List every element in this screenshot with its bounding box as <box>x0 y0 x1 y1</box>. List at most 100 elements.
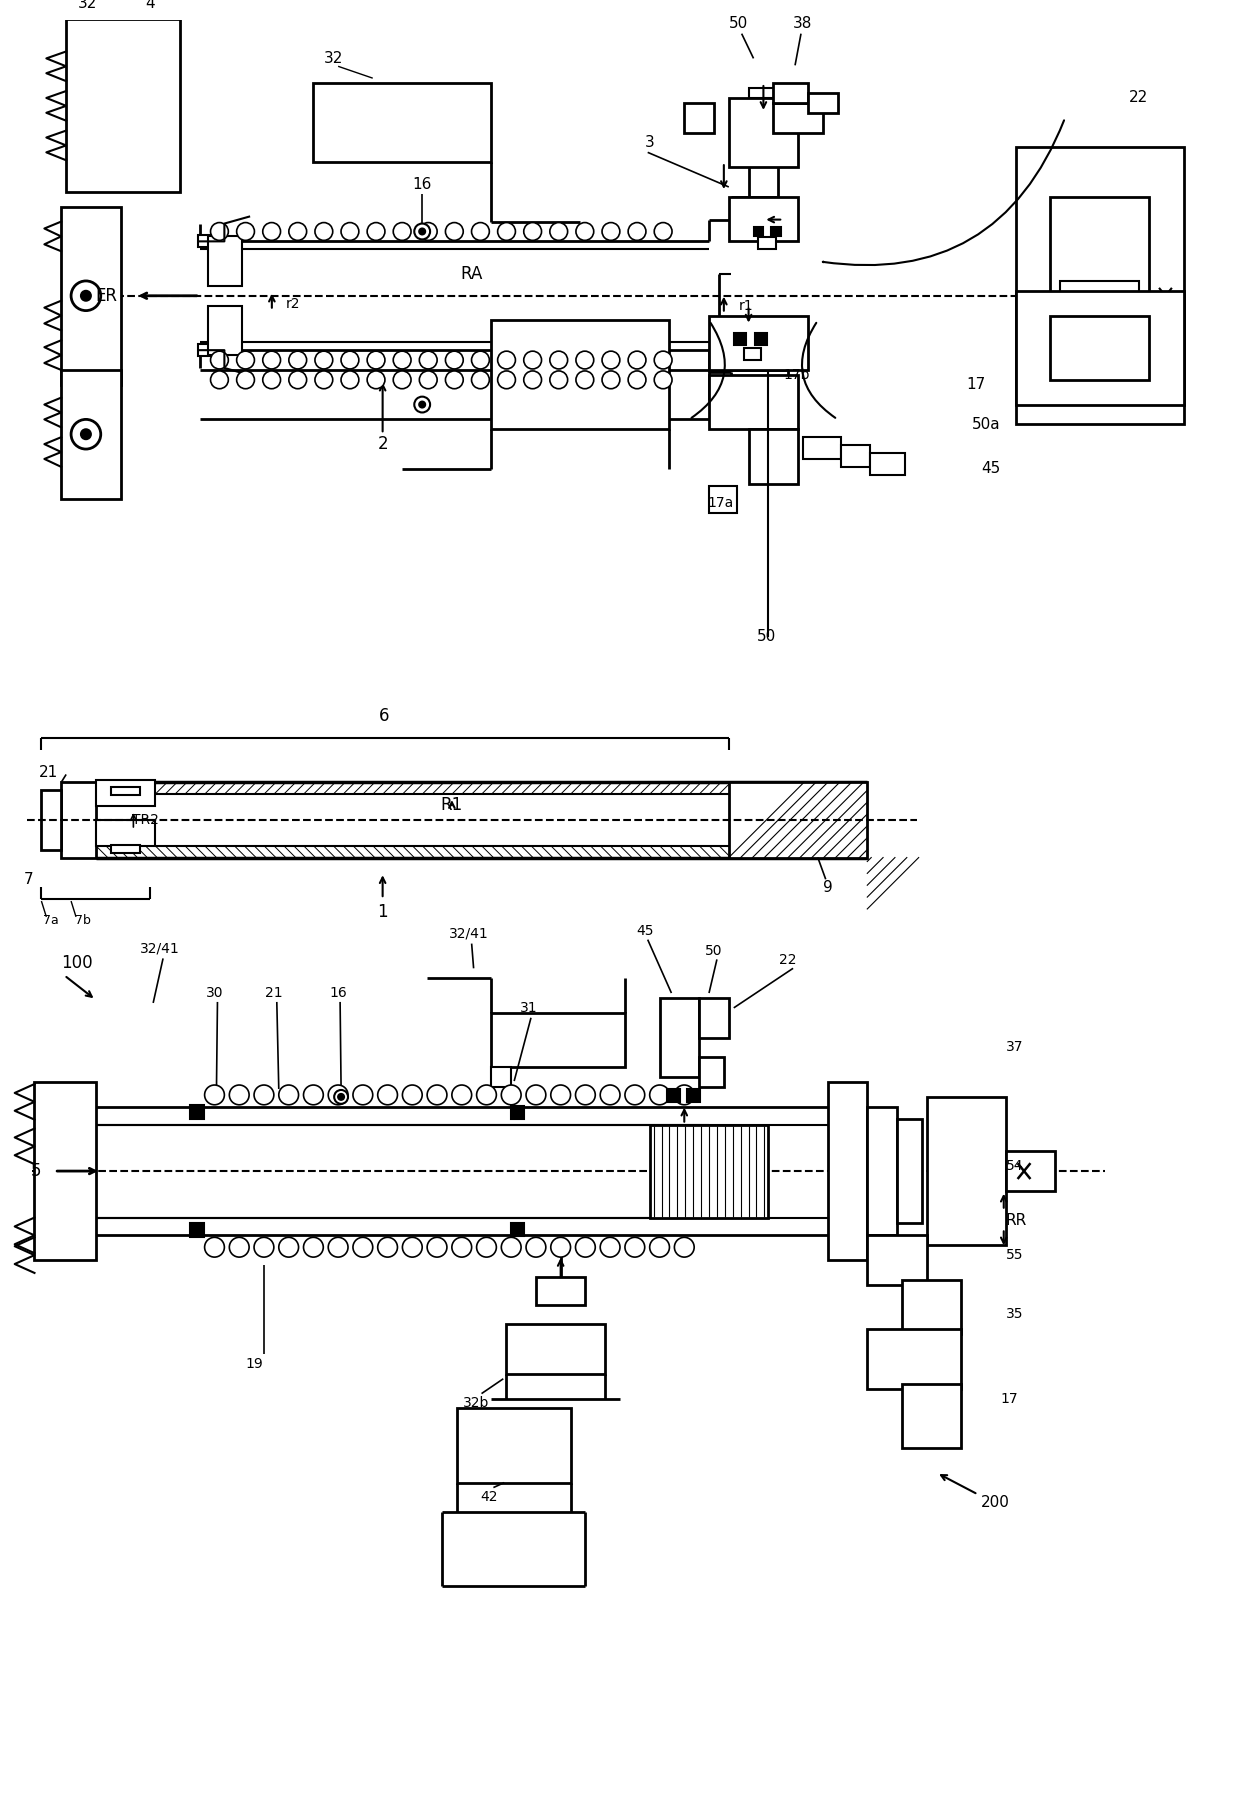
Circle shape <box>341 371 358 389</box>
Circle shape <box>655 223 672 241</box>
Bar <box>207 306 242 355</box>
Bar <box>754 226 764 237</box>
Bar <box>867 1107 897 1236</box>
Circle shape <box>655 371 672 389</box>
Text: r1: r1 <box>739 298 754 313</box>
FancyArrowPatch shape <box>692 322 725 418</box>
Circle shape <box>497 371 516 389</box>
Circle shape <box>549 371 568 389</box>
Text: r2: r2 <box>285 297 300 311</box>
Text: 16: 16 <box>330 986 347 1000</box>
Circle shape <box>471 371 490 389</box>
Bar <box>709 485 737 514</box>
FancyArrowPatch shape <box>823 121 1064 266</box>
Circle shape <box>575 351 594 369</box>
Circle shape <box>419 351 438 369</box>
Circle shape <box>263 223 280 241</box>
Text: 37: 37 <box>1006 1040 1023 1055</box>
Bar <box>41 791 61 850</box>
Circle shape <box>451 1085 471 1105</box>
Circle shape <box>575 1085 595 1105</box>
Bar <box>808 92 837 112</box>
Circle shape <box>341 223 358 241</box>
Text: 7b: 7b <box>74 914 91 928</box>
Circle shape <box>81 429 91 440</box>
Bar <box>667 1089 681 1102</box>
Text: 54: 54 <box>1006 1160 1023 1172</box>
Circle shape <box>501 1085 521 1105</box>
Text: 50: 50 <box>756 630 776 644</box>
Circle shape <box>600 1237 620 1257</box>
Text: 17b: 17b <box>784 367 810 382</box>
Bar <box>95 780 155 807</box>
Circle shape <box>353 1237 373 1257</box>
Circle shape <box>549 351 568 369</box>
FancyArrowPatch shape <box>802 322 836 418</box>
Text: 3: 3 <box>645 136 655 150</box>
Circle shape <box>603 351 620 369</box>
Text: 200: 200 <box>981 1494 1009 1511</box>
Bar <box>771 226 781 237</box>
Bar <box>901 1279 961 1335</box>
Bar <box>35 1082 95 1261</box>
Text: 32/41: 32/41 <box>449 926 489 941</box>
Circle shape <box>551 1237 570 1257</box>
Circle shape <box>603 371 620 389</box>
Circle shape <box>329 1085 348 1105</box>
Text: 22: 22 <box>780 953 797 968</box>
Bar <box>650 1125 769 1217</box>
Circle shape <box>497 223 516 241</box>
Circle shape <box>675 1237 694 1257</box>
Bar <box>827 1082 867 1261</box>
Bar <box>61 371 120 499</box>
Text: 100: 100 <box>61 955 93 973</box>
Circle shape <box>378 1085 398 1105</box>
Bar <box>660 999 699 1076</box>
Bar <box>709 315 808 371</box>
Circle shape <box>237 223 254 241</box>
Circle shape <box>279 1085 299 1105</box>
Bar <box>926 1096 1006 1245</box>
Bar <box>190 1105 203 1118</box>
Bar <box>1060 280 1140 311</box>
Text: 31: 31 <box>521 1000 538 1015</box>
Bar <box>897 1118 921 1223</box>
Circle shape <box>304 1237 324 1257</box>
Circle shape <box>254 1085 274 1105</box>
Circle shape <box>501 1237 521 1257</box>
Circle shape <box>205 1085 224 1105</box>
Circle shape <box>229 1085 249 1105</box>
Circle shape <box>523 351 542 369</box>
Bar <box>744 347 761 360</box>
Bar <box>774 103 823 132</box>
Bar <box>759 237 776 250</box>
Circle shape <box>549 223 568 241</box>
Circle shape <box>445 371 464 389</box>
Text: 9: 9 <box>823 879 832 895</box>
Text: 32: 32 <box>324 51 343 65</box>
Text: 2: 2 <box>377 436 388 452</box>
Circle shape <box>414 224 430 239</box>
Bar <box>511 1223 525 1236</box>
Circle shape <box>279 1237 299 1257</box>
Circle shape <box>445 351 464 369</box>
Circle shape <box>341 351 358 369</box>
Bar <box>61 206 120 385</box>
Text: 16: 16 <box>413 177 432 192</box>
Circle shape <box>315 371 332 389</box>
Bar <box>867 1236 926 1284</box>
Bar <box>61 781 95 857</box>
Circle shape <box>315 351 332 369</box>
Circle shape <box>497 351 516 369</box>
Text: 7: 7 <box>24 872 33 886</box>
Bar <box>755 333 768 346</box>
Bar <box>1016 147 1184 425</box>
Circle shape <box>393 371 410 389</box>
Text: 35: 35 <box>1006 1308 1023 1322</box>
Circle shape <box>445 223 464 241</box>
Circle shape <box>629 223 646 241</box>
Circle shape <box>211 351 228 369</box>
Bar <box>456 1409 570 1483</box>
Circle shape <box>451 1237 471 1257</box>
Bar <box>66 18 180 192</box>
